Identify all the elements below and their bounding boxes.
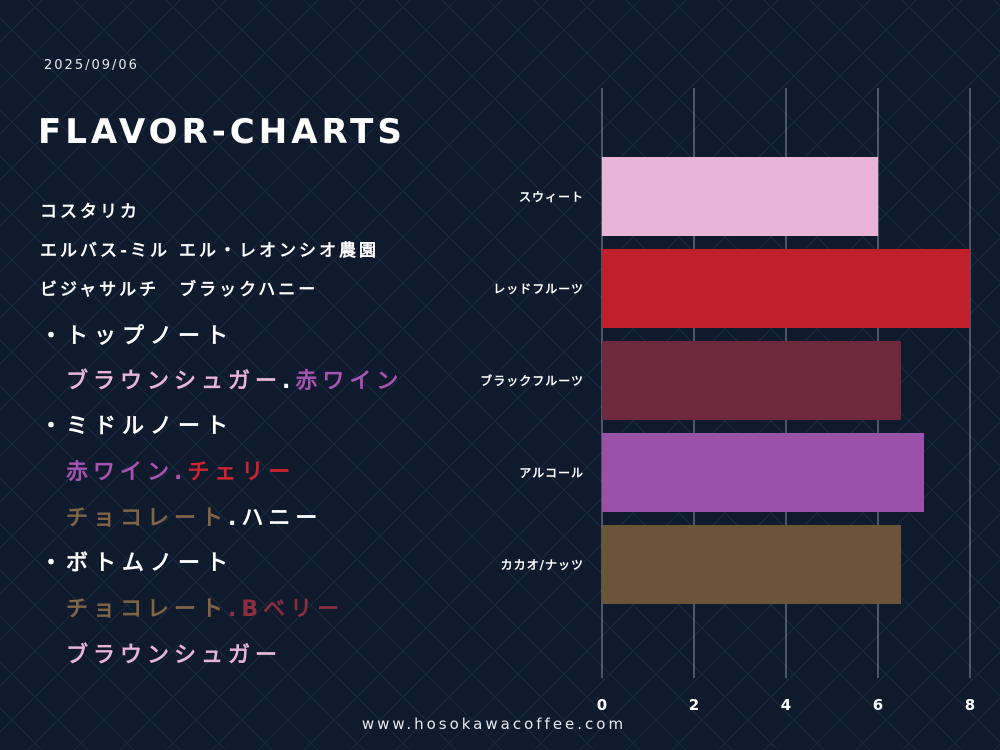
pattern-line <box>0 0 687 687</box>
pattern-line <box>579 329 1000 750</box>
flavor-separator: .B <box>228 597 264 622</box>
pattern-line <box>0 0 273 273</box>
flavor-term: ベリー <box>263 597 345 622</box>
middle-note-flavors-1: 赤ワイン.チェリー <box>66 454 295 486</box>
pattern-line <box>0 615 135 750</box>
x-tick-label: 2 <box>689 696 699 714</box>
x-tick-label: 8 <box>965 696 975 714</box>
pattern-line <box>763 0 1000 237</box>
footer-url: www.hosokawacoffee.com <box>361 715 627 733</box>
pattern-line <box>625 375 1000 750</box>
pattern-line <box>625 0 1000 375</box>
pattern-line <box>211 0 963 750</box>
pattern-line <box>0 0 549 549</box>
x-tick-label: 4 <box>781 696 791 714</box>
pattern-line <box>0 0 135 135</box>
origin-country: コスタリカ <box>40 202 140 222</box>
pattern-line <box>0 0 411 411</box>
pattern-line <box>809 559 1000 750</box>
pattern-line <box>0 0 227 227</box>
bottom-note-flavors-1: チョコレート.Bベリー <box>66 591 344 623</box>
pattern-line <box>0 0 503 503</box>
flavor-term: ブラウンシュガー <box>66 369 283 394</box>
bar <box>602 433 924 512</box>
bar <box>602 525 901 604</box>
pattern-line <box>165 0 917 750</box>
page-title: FLAVOR-CHARTS <box>38 112 406 152</box>
pattern-line <box>717 0 1000 283</box>
pattern-line <box>993 743 1000 750</box>
pattern-line <box>0 0 319 319</box>
origin-variety-process: ビジャサルチ ブラックハニー <box>40 280 319 300</box>
bottom-note-flavors-2: ブラウンシュガー <box>66 637 282 669</box>
pattern-line <box>855 605 1000 750</box>
pattern-line <box>0 523 227 750</box>
pattern-line <box>0 0 595 595</box>
flavor-separator: . <box>282 369 296 394</box>
pattern-line <box>0 0 181 181</box>
pattern-line <box>0 0 641 641</box>
origin-farm: エルバス-ミル エル・レオンシオ農園 <box>40 241 379 261</box>
x-tick-label: 6 <box>873 696 883 714</box>
bar <box>602 249 970 328</box>
top-note-label: トップノート <box>66 324 235 349</box>
middle-note-label: ミドルノート <box>66 414 235 439</box>
bottom-note-heading: ・ボトムノート <box>40 545 234 577</box>
category-label: アルコール <box>519 466 584 480</box>
pattern-line <box>533 283 1000 750</box>
pattern-line <box>809 0 1000 191</box>
category-label: スウィート <box>519 190 584 204</box>
bullet: ・ <box>40 414 63 439</box>
pattern-line <box>0 0 457 457</box>
pattern-line <box>27 0 779 750</box>
pattern-line <box>763 513 1000 750</box>
middle-note-flavors-2: チョコレート.ハニー <box>66 500 322 532</box>
pattern-line <box>0 0 365 365</box>
flavor-separator: . <box>228 506 242 531</box>
bottom-note-label: ボトムノート <box>66 551 235 576</box>
pattern-line <box>0 0 733 733</box>
bar <box>602 157 878 236</box>
flavor-term: チョコレート <box>66 506 229 531</box>
bullet: ・ <box>40 551 63 576</box>
pattern-line <box>993 0 1000 7</box>
pattern-line <box>855 0 1000 145</box>
pattern-line <box>73 0 825 750</box>
flavor-term: ハニー <box>241 506 323 531</box>
pattern-line <box>671 421 1000 750</box>
flavor-term: ブラウンシュガー <box>66 643 283 668</box>
flavor-term: チェリー <box>187 460 296 485</box>
pattern-line <box>717 467 1000 750</box>
top-note-flavors: ブラウンシュガー.赤ワイン <box>66 363 403 395</box>
pattern-line <box>0 431 319 750</box>
date: 2025/09/06 <box>44 58 139 73</box>
pattern-line <box>0 569 181 750</box>
bar <box>602 341 901 420</box>
x-tick-label: 0 <box>597 696 607 714</box>
flavor-term: 赤ワイン <box>295 369 404 394</box>
flavor-separator: . <box>174 460 188 485</box>
pattern-line <box>0 385 365 750</box>
category-label: ブラックフルーツ <box>480 373 584 388</box>
pattern-line <box>671 0 1000 329</box>
bullet: ・ <box>40 324 63 349</box>
category-label: レッドフルーツ <box>493 282 584 296</box>
pattern-line <box>119 0 871 750</box>
flavor-term: チョコレート <box>66 597 229 622</box>
pattern-line <box>0 477 273 750</box>
middle-note-heading: ・ミドルノート <box>40 408 234 440</box>
flavor-term: 赤ワイン <box>66 460 175 485</box>
top-note-heading: ・トップノート <box>40 318 234 350</box>
category-label: カカオ/ナッツ <box>501 558 584 572</box>
